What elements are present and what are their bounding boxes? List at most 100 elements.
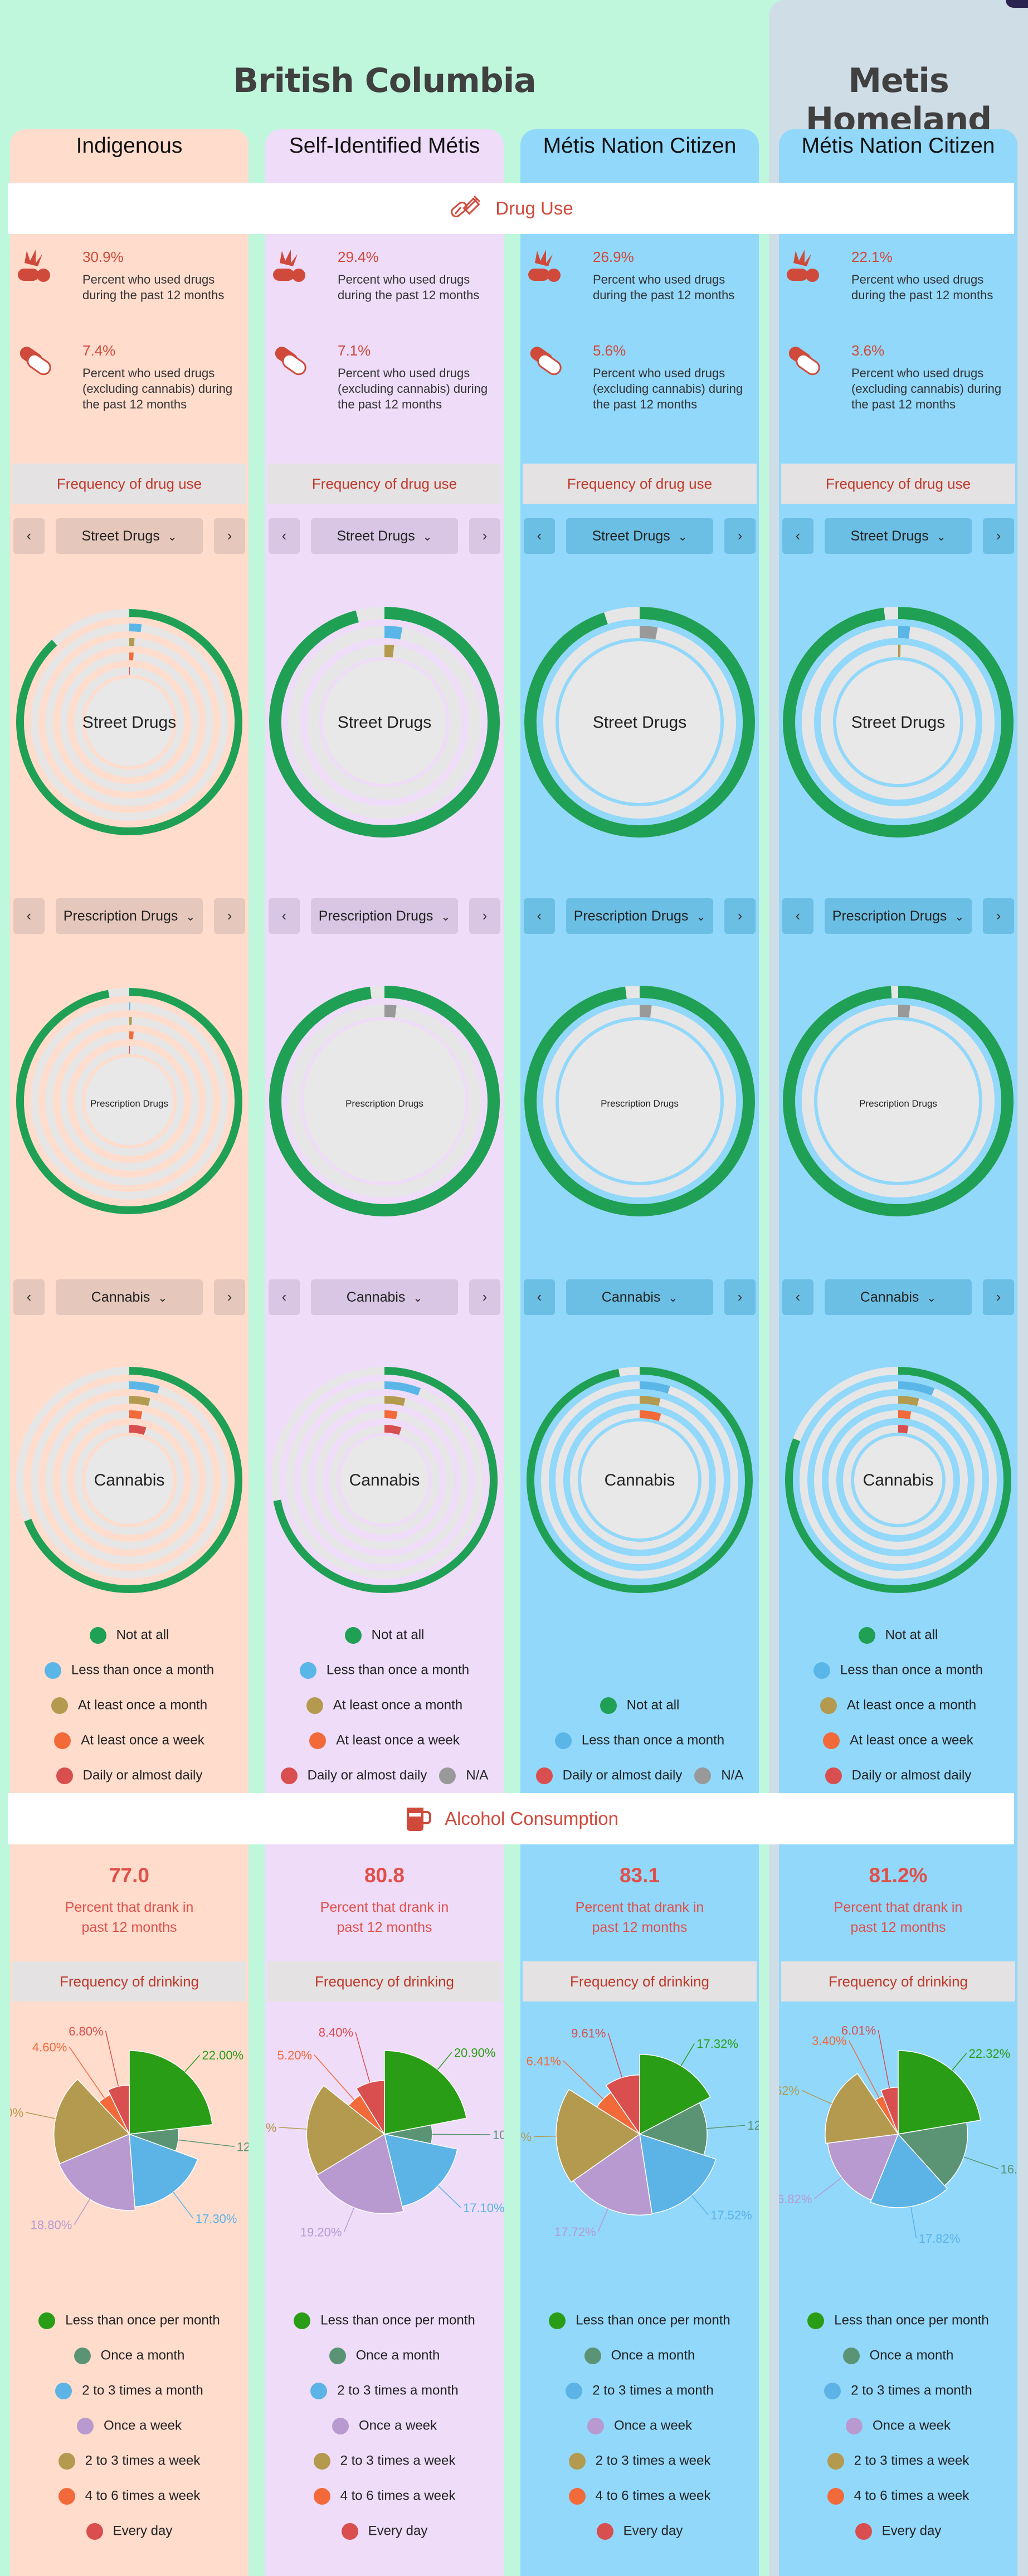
legend-label: Every day [881,2523,942,2539]
prev-button[interactable]: ‹ [524,1279,555,1315]
next-button[interactable]: › [214,518,245,554]
drug-type-select[interactable]: Street Drugs ⌄ [825,518,972,554]
alcohol-legend-item: 2 to 3 times a week [779,2453,1017,2475]
alcohol-legend-item: Once a week [520,2418,759,2440]
legend-dot-icon [566,2383,583,2399]
legend-label: 2 to 3 times a week [854,2453,969,2468]
drug-stat-percent: 22.1% [851,249,893,265]
drug-frequency-donut: Street Drugs [783,607,1014,837]
alcohol-percent-value: 77.0 [109,1864,149,1887]
donut-ring-arc [129,1396,150,1406]
pie-slice [129,2050,213,2135]
alcohol-label-line-1: Percent that drank in [575,1900,704,1915]
legend-dot-icon [535,1767,553,1784]
drug-legend-item: At least once a week [10,1732,249,1755]
prev-button[interactable]: ‹ [13,518,45,554]
pie-label-leader [534,2135,557,2137]
legend-dot-icon [332,2418,349,2434]
drug-type-select[interactable]: Prescription Drugs ⌄ [311,898,458,934]
pie-label-leader [607,2033,623,2078]
legend-dot-icon [58,2488,75,2505]
drug-stat-percent: 7.1% [338,342,371,359]
legend-label: Once a week [872,2418,951,2433]
alcohol-legend-item: 2 to 3 times a month [10,2383,249,2405]
pie-slice [573,2133,653,2215]
legend-label: Once a month [100,2348,185,2363]
prev-button[interactable]: ‹ [524,518,555,554]
pie-data-label: 17.62% [779,2084,800,2098]
drug-type-select[interactable]: Prescription Drugs ⌄ [825,898,972,934]
drug-type-select-value: Cannabis [860,1289,919,1305]
chevron-down-icon: ⌄ [936,531,946,543]
next-button[interactable]: › [469,898,500,934]
pie-slice [639,2102,708,2156]
legend-dot-icon [306,1697,323,1714]
donut-center [323,660,446,784]
drug-type-select-value: Cannabis [601,1289,661,1305]
prev-button[interactable]: ‹ [782,518,813,554]
donut-ring-arc [639,626,658,640]
next-button[interactable]: › [214,898,245,934]
pie-slice [53,2078,130,2164]
prev-button[interactable]: ‹ [13,898,45,934]
alcohol-percent-label: Percent that drank in past 12 months [265,1897,504,1937]
prev-button[interactable]: ‹ [269,518,300,554]
drug-legend-item: Daily or almost daily [779,1767,1017,1790]
drinking-frequency-header: Frequency of drinking [267,1961,501,2002]
pie-label-leader [184,2054,201,2072]
next-button[interactable]: › [983,898,1014,934]
prev-button[interactable]: ‹ [13,1279,45,1315]
drug-frequency-donut: Cannabis [16,1367,242,1593]
drug-type-select[interactable]: Street Drugs ⌄ [311,518,458,554]
next-button[interactable]: › [724,518,756,554]
drug-selector-row: ‹ Street Drugs ⌄ › [269,518,500,554]
next-button[interactable]: › [724,1279,756,1315]
prev-button[interactable]: ‹ [269,898,300,934]
pill-icon [20,347,51,376]
drug-type-select[interactable]: Prescription Drugs ⌄ [566,898,713,934]
alcohol-legend-item: 2 to 3 times a month [779,2383,1017,2405]
next-button[interactable]: › [983,518,1014,554]
drug-selector-row: ‹ Prescription Drugs ⌄ › [13,898,245,934]
next-button[interactable]: › [724,898,756,934]
drug-frequency-header: Frequency of drug use [781,464,1015,504]
prev-button[interactable]: ‹ [782,898,813,934]
drinking-frequency-pie: 22.32% 16.02% 17.82% 16.82% 17.62% 3.40%6.01% [779,2023,1017,2246]
drug-type-select[interactable]: Cannabis ⌄ [56,1279,203,1315]
alcohol-legend-item: Once a month [265,2348,504,2370]
legend-label: 2 to 3 times a month [82,2383,203,2398]
drug-type-select[interactable]: Street Drugs ⌄ [566,518,713,554]
drug-stat-description: Percent who used drugs (excluding cannab… [593,366,743,411]
prev-button[interactable]: ‹ [524,898,555,934]
drug-type-select[interactable]: Street Drugs ⌄ [56,518,203,554]
pie-data-label: 10.70% [493,2128,504,2142]
donut-ring-arc [16,988,242,1214]
drug-type-select[interactable]: Prescription Drugs ⌄ [56,898,203,934]
legend-label: At least once a month [846,1697,977,1713]
alcohol-percent-label: Percent that drank in past 12 months [520,1897,759,1937]
drug-type-select[interactable]: Cannabis ⌄ [825,1279,972,1315]
prev-button[interactable]: ‹ [782,1279,813,1315]
pie-data-label: 9.61% [571,2027,606,2041]
pie-label-leader [25,2112,56,2119]
next-button[interactable]: › [214,1279,245,1315]
pie-label-leader [173,2192,194,2219]
next-button[interactable]: › [983,1279,1014,1315]
corner-decoration [1006,0,1028,8]
next-button[interactable]: › [469,1279,500,1315]
legend-dot-icon [309,1732,327,1749]
alcohol-legend-item: 2 to 3 times a week [520,2453,759,2475]
drug-selector-row: ‹ Prescription Drugs ⌄ › [782,898,1014,934]
legend-dot-icon [855,2523,872,2540]
drug-stat-1: 30.9% Percent who used drugs during the p… [10,246,249,324]
drug-stat-1: 29.4% Percent who used drugs during the p… [265,246,504,324]
drug-type-select[interactable]: Cannabis ⌄ [566,1279,713,1315]
pie-data-label: 12.10% [237,2140,249,2154]
donut-ring-arc [898,1381,935,1396]
prev-button[interactable]: ‹ [269,1279,300,1315]
legend-label: Every day [623,2523,683,2539]
drug-type-select[interactable]: Cannabis ⌄ [311,1279,458,1315]
alcohol-legend-item: Less than once per month [265,2312,504,2335]
next-button[interactable]: › [469,518,500,554]
pie-label-leader [707,2125,746,2129]
